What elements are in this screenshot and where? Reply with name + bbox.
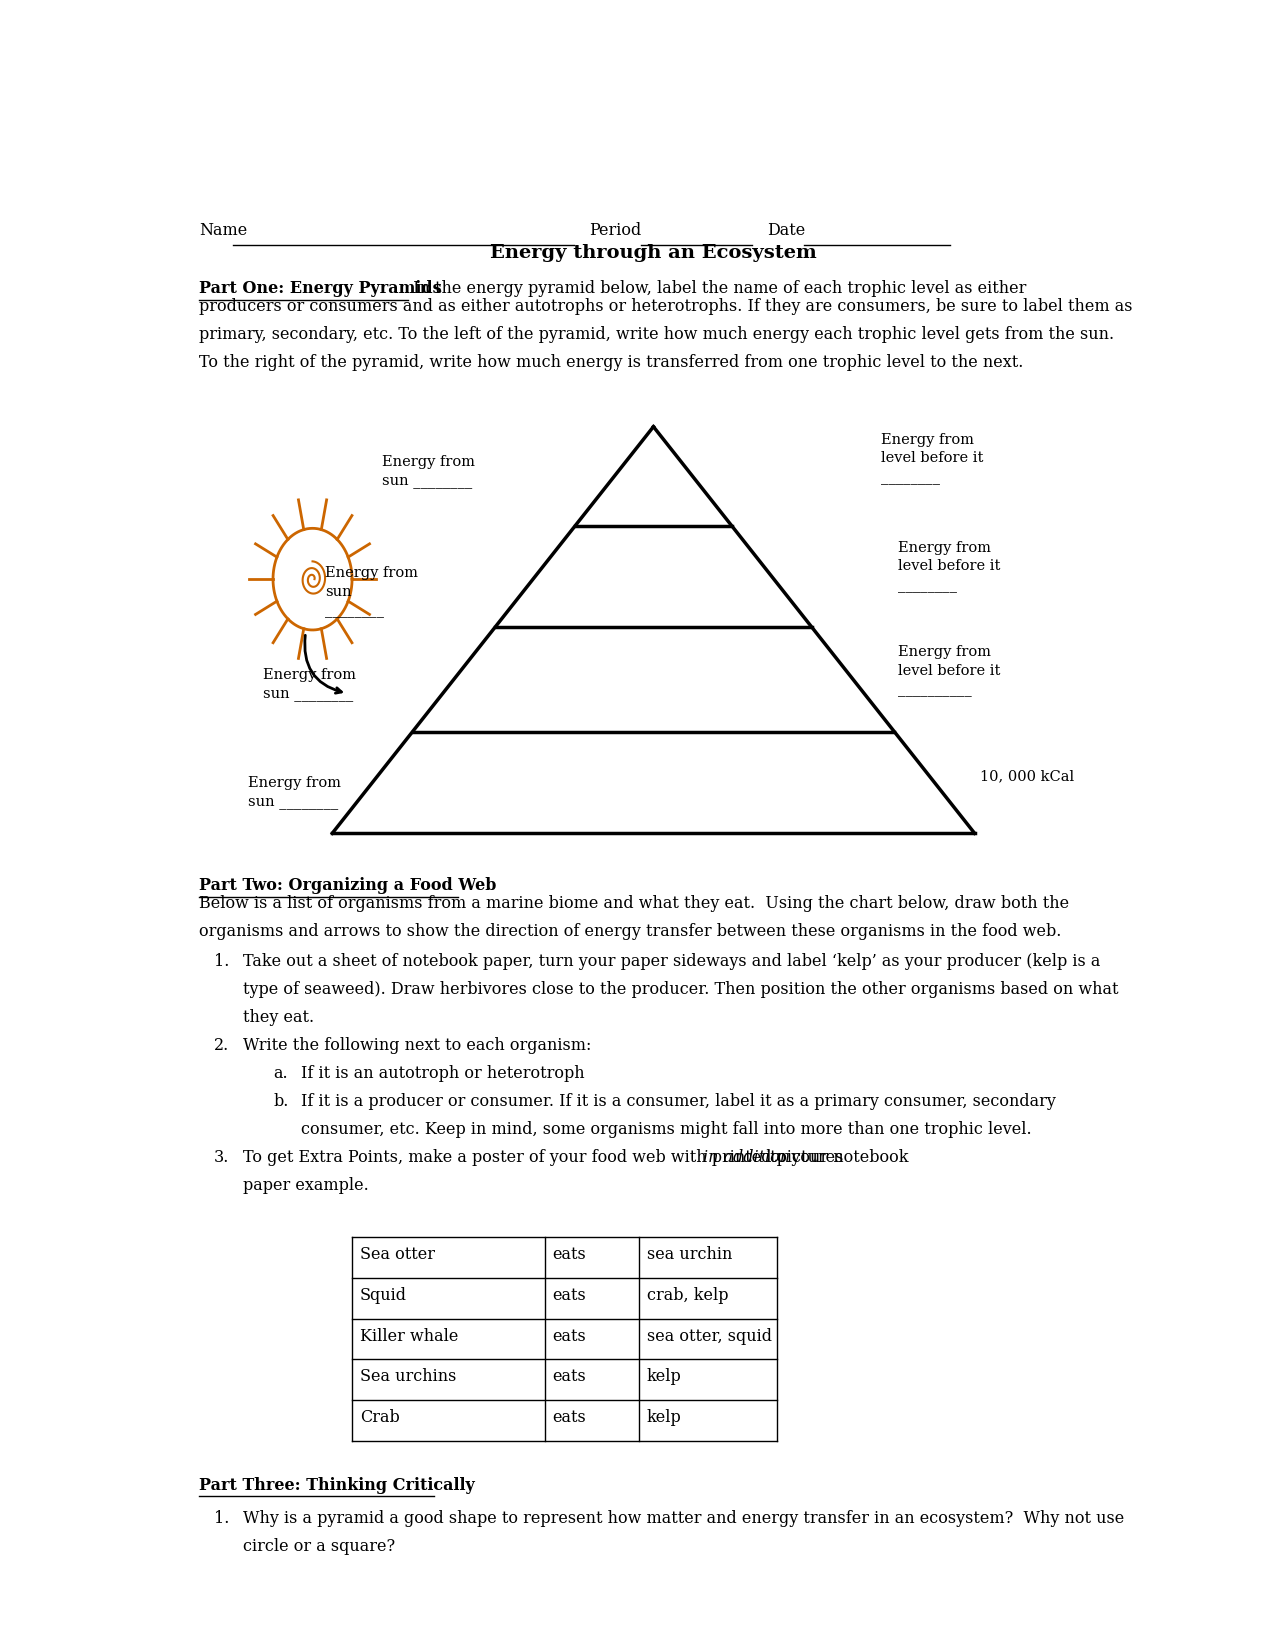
Text: circle or a square?: circle or a square? — [244, 1538, 395, 1554]
Text: Name: Name — [199, 221, 247, 239]
Text: eats: eats — [552, 1287, 587, 1304]
Text: in addition: in addition — [703, 1148, 789, 1167]
Text: Energy through an Ecosystem: Energy through an Ecosystem — [490, 244, 817, 262]
Text: to your notebook: to your notebook — [765, 1148, 909, 1167]
Text: If it is an autotroph or heterotroph: If it is an autotroph or heterotroph — [301, 1066, 584, 1082]
Text: kelp: kelp — [646, 1368, 681, 1386]
Text: sea urchin: sea urchin — [646, 1246, 732, 1264]
Text: Energy from
sun ________: Energy from sun ________ — [263, 668, 356, 701]
Text: kelp: kelp — [646, 1409, 681, 1426]
Text: producers or consumers and as either autotrophs or heterotrophs. If they are con: producers or consumers and as either aut… — [199, 299, 1132, 315]
Text: Crab: Crab — [360, 1409, 400, 1426]
Text: primary, secondary, etc. To the left of the pyramid, write how much energy each : primary, secondary, etc. To the left of … — [199, 325, 1114, 343]
Text: eats: eats — [552, 1328, 587, 1345]
Text: a.: a. — [273, 1066, 288, 1082]
Text: Part One: Energy Pyramids: Part One: Energy Pyramids — [199, 280, 441, 297]
Text: 2.: 2. — [214, 1038, 230, 1054]
Text: Energy from
sun
________: Energy from sun ________ — [325, 566, 418, 619]
Text: If it is a producer or consumer. If it is a consumer, label it as a primary cons: If it is a producer or consumer. If it i… — [301, 1094, 1056, 1110]
Text: Energy from
level before it
________: Energy from level before it ________ — [881, 432, 983, 485]
Text: Squid: Squid — [360, 1287, 407, 1304]
Text: Energy from
level before it
__________: Energy from level before it __________ — [899, 645, 1001, 696]
Text: Part Two: Organizing a Food Web: Part Two: Organizing a Food Web — [199, 878, 496, 894]
Text: In the energy pyramid below, label the name of each trophic level as either: In the energy pyramid below, label the n… — [408, 280, 1026, 297]
Text: eats: eats — [552, 1368, 587, 1386]
Text: 3.: 3. — [214, 1148, 230, 1167]
Text: consumer, etc. Keep in mind, some organisms might fall into more than one trophi: consumer, etc. Keep in mind, some organi… — [301, 1120, 1031, 1138]
Text: Below is a list of organisms from a marine biome and what they eat.  Using the c: Below is a list of organisms from a mari… — [199, 894, 1068, 912]
Text: Take out a sheet of notebook paper, turn your paper sideways and label ‘kelp’ as: Take out a sheet of notebook paper, turn… — [244, 954, 1100, 970]
Text: they eat.: they eat. — [244, 1010, 315, 1026]
Text: Write the following next to each organism:: Write the following next to each organis… — [244, 1038, 592, 1054]
Text: Sea otter: Sea otter — [360, 1246, 435, 1264]
Text: Sea urchins: Sea urchins — [360, 1368, 456, 1386]
Text: eats: eats — [552, 1246, 587, 1264]
Text: organisms and arrows to show the direction of energy transfer between these orga: organisms and arrows to show the directi… — [199, 922, 1061, 940]
Text: Date: Date — [768, 221, 806, 239]
Text: 1.: 1. — [214, 954, 230, 970]
Text: Period: Period — [589, 221, 641, 239]
Text: Why is a pyramid a good shape to represent how matter and energy transfer in an : Why is a pyramid a good shape to represe… — [244, 1510, 1125, 1526]
Text: sea otter, squid: sea otter, squid — [646, 1328, 771, 1345]
Text: To get Extra Points, make a poster of your food web with printed pictures: To get Extra Points, make a poster of yo… — [244, 1148, 849, 1167]
Text: Killer whale: Killer whale — [360, 1328, 458, 1345]
Text: b.: b. — [273, 1094, 288, 1110]
Text: type of seaweed). Draw herbivores close to the producer. Then position the other: type of seaweed). Draw herbivores close … — [244, 982, 1119, 998]
Text: Energy from
sun ________: Energy from sun ________ — [381, 455, 474, 488]
Text: 1.: 1. — [214, 1510, 230, 1526]
Text: eats: eats — [552, 1409, 587, 1426]
Text: Energy from
level before it
________: Energy from level before it ________ — [899, 541, 1001, 592]
Text: Energy from
sun ________: Energy from sun ________ — [249, 776, 342, 810]
Text: 10, 000 kCal: 10, 000 kCal — [979, 769, 1074, 784]
Text: Part Three: Thinking Critically: Part Three: Thinking Critically — [199, 1477, 474, 1493]
Text: To the right of the pyramid, write how much energy is transferred from one troph: To the right of the pyramid, write how m… — [199, 353, 1024, 371]
Text: paper example.: paper example. — [244, 1176, 370, 1195]
Text: crab, kelp: crab, kelp — [646, 1287, 728, 1304]
